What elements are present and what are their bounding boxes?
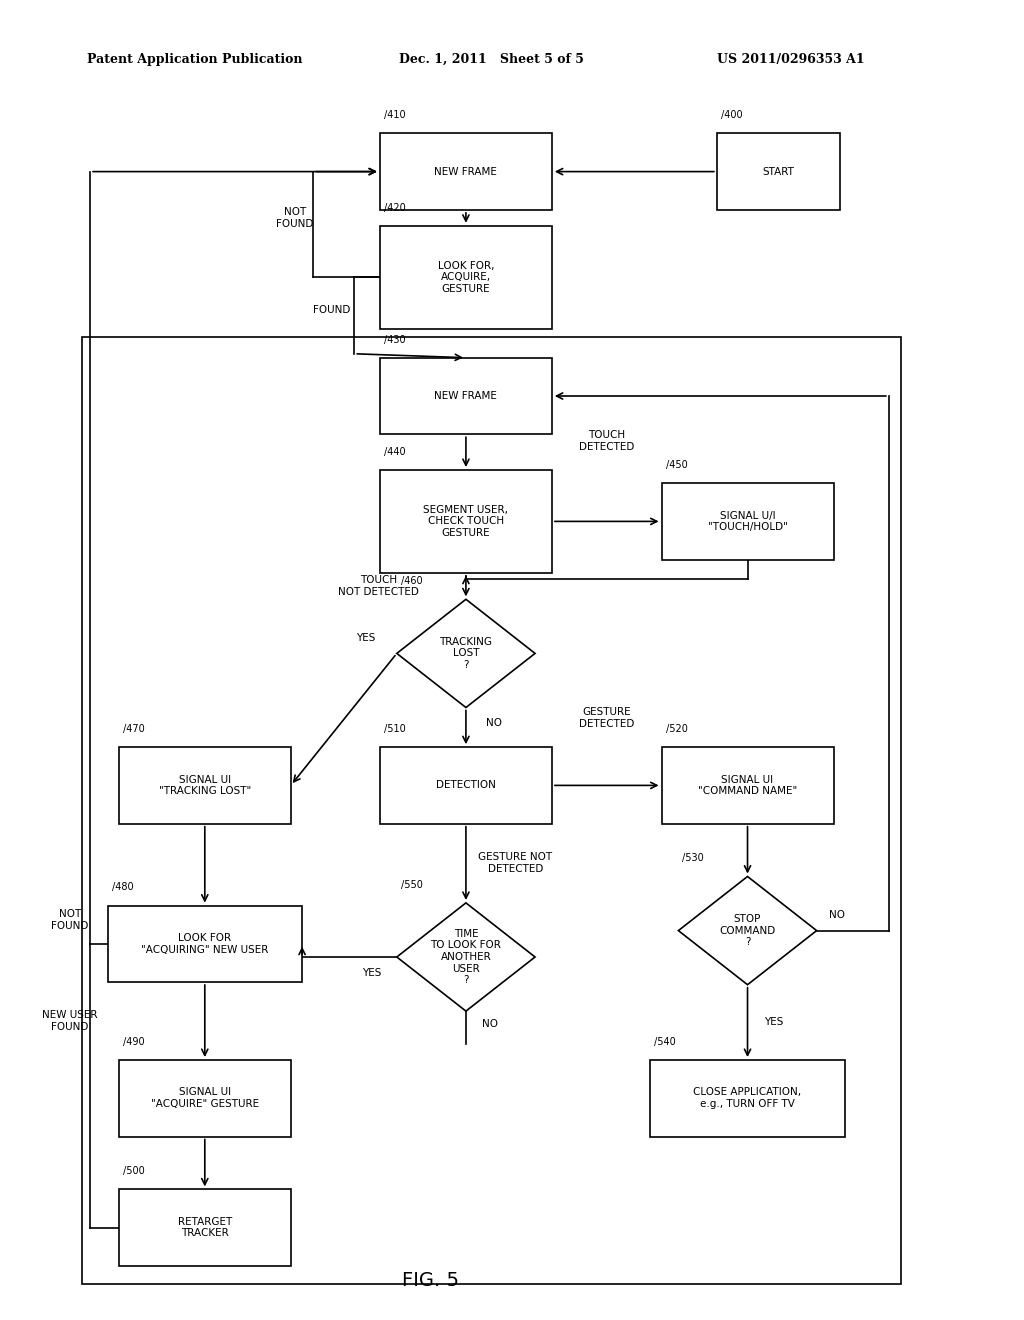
- Text: /400: /400: [721, 110, 742, 120]
- FancyBboxPatch shape: [380, 358, 552, 434]
- FancyBboxPatch shape: [380, 133, 552, 210]
- Text: SIGNAL U/I
"TOUCH/HOLD": SIGNAL U/I "TOUCH/HOLD": [708, 511, 787, 532]
- Text: YES: YES: [362, 968, 381, 978]
- Text: STOP
COMMAND
?: STOP COMMAND ?: [720, 913, 775, 948]
- FancyBboxPatch shape: [119, 1189, 291, 1266]
- Text: FOUND: FOUND: [313, 305, 350, 315]
- Text: /420: /420: [384, 202, 406, 213]
- FancyBboxPatch shape: [380, 747, 552, 824]
- Text: GESTURE
DETECTED: GESTURE DETECTED: [579, 708, 635, 729]
- FancyBboxPatch shape: [119, 1060, 291, 1137]
- Text: /480: /480: [112, 882, 133, 892]
- Text: /410: /410: [384, 110, 406, 120]
- Text: TIME
TO LOOK FOR
ANOTHER
USER
?: TIME TO LOOK FOR ANOTHER USER ?: [430, 929, 502, 985]
- FancyBboxPatch shape: [717, 133, 840, 210]
- Text: LOOK FOR,
ACQUIRE,
GESTURE: LOOK FOR, ACQUIRE, GESTURE: [437, 260, 495, 294]
- FancyBboxPatch shape: [380, 470, 552, 573]
- Text: NEW USER
FOUND: NEW USER FOUND: [42, 1010, 97, 1032]
- Text: /470: /470: [123, 723, 144, 734]
- Text: NOT
FOUND: NOT FOUND: [51, 909, 88, 931]
- Text: NO: NO: [829, 909, 845, 920]
- FancyBboxPatch shape: [108, 906, 302, 982]
- FancyBboxPatch shape: [380, 226, 552, 329]
- Text: /510: /510: [384, 723, 406, 734]
- FancyBboxPatch shape: [662, 747, 834, 824]
- Text: NOT
FOUND: NOT FOUND: [276, 207, 313, 228]
- Text: NO: NO: [486, 718, 503, 729]
- Text: YES: YES: [356, 632, 376, 643]
- Text: NEW FRAME: NEW FRAME: [434, 391, 498, 401]
- Polygon shape: [678, 876, 817, 985]
- Text: NO: NO: [482, 1019, 499, 1030]
- Text: US 2011/0296353 A1: US 2011/0296353 A1: [717, 53, 864, 66]
- Text: GESTURE NOT
DETECTED: GESTURE NOT DETECTED: [478, 853, 552, 874]
- Text: /440: /440: [384, 446, 406, 457]
- Text: /500: /500: [123, 1166, 144, 1176]
- Text: TRACKING
LOST
?: TRACKING LOST ?: [439, 636, 493, 671]
- Text: START: START: [762, 166, 795, 177]
- Text: /520: /520: [666, 723, 687, 734]
- Text: Dec. 1, 2011   Sheet 5 of 5: Dec. 1, 2011 Sheet 5 of 5: [399, 53, 585, 66]
- Text: YES: YES: [764, 1018, 783, 1027]
- Text: TOUCH
DETECTED: TOUCH DETECTED: [579, 430, 635, 451]
- Text: /430: /430: [384, 334, 406, 345]
- Text: CLOSE APPLICATION,
e.g., TURN OFF TV: CLOSE APPLICATION, e.g., TURN OFF TV: [693, 1088, 802, 1109]
- Text: /450: /450: [666, 459, 687, 470]
- Text: SIGNAL UI
"TRACKING LOST": SIGNAL UI "TRACKING LOST": [159, 775, 251, 796]
- Text: /460: /460: [401, 576, 423, 586]
- Text: /540: /540: [654, 1036, 676, 1047]
- Text: RETARGET
TRACKER: RETARGET TRACKER: [178, 1217, 231, 1238]
- Text: Patent Application Publication: Patent Application Publication: [87, 53, 302, 66]
- Text: FIG. 5: FIG. 5: [401, 1271, 459, 1290]
- Text: NEW FRAME: NEW FRAME: [434, 166, 498, 177]
- Text: /550: /550: [401, 879, 423, 890]
- Text: /490: /490: [123, 1036, 144, 1047]
- FancyBboxPatch shape: [119, 747, 291, 824]
- Polygon shape: [397, 903, 535, 1011]
- Text: DETECTION: DETECTION: [436, 780, 496, 791]
- Text: SIGNAL UI
"COMMAND NAME": SIGNAL UI "COMMAND NAME": [698, 775, 797, 796]
- FancyBboxPatch shape: [82, 337, 901, 1284]
- FancyBboxPatch shape: [650, 1060, 845, 1137]
- Polygon shape: [397, 599, 535, 708]
- FancyBboxPatch shape: [662, 483, 834, 560]
- Text: TOUCH
NOT DETECTED: TOUCH NOT DETECTED: [339, 576, 419, 597]
- Text: /530: /530: [682, 853, 705, 863]
- Text: SIGNAL UI
"ACQUIRE" GESTURE: SIGNAL UI "ACQUIRE" GESTURE: [151, 1088, 259, 1109]
- Text: SEGMENT USER,
CHECK TOUCH
GESTURE: SEGMENT USER, CHECK TOUCH GESTURE: [423, 504, 509, 539]
- Text: LOOK FOR
"ACQUIRING" NEW USER: LOOK FOR "ACQUIRING" NEW USER: [141, 933, 268, 954]
